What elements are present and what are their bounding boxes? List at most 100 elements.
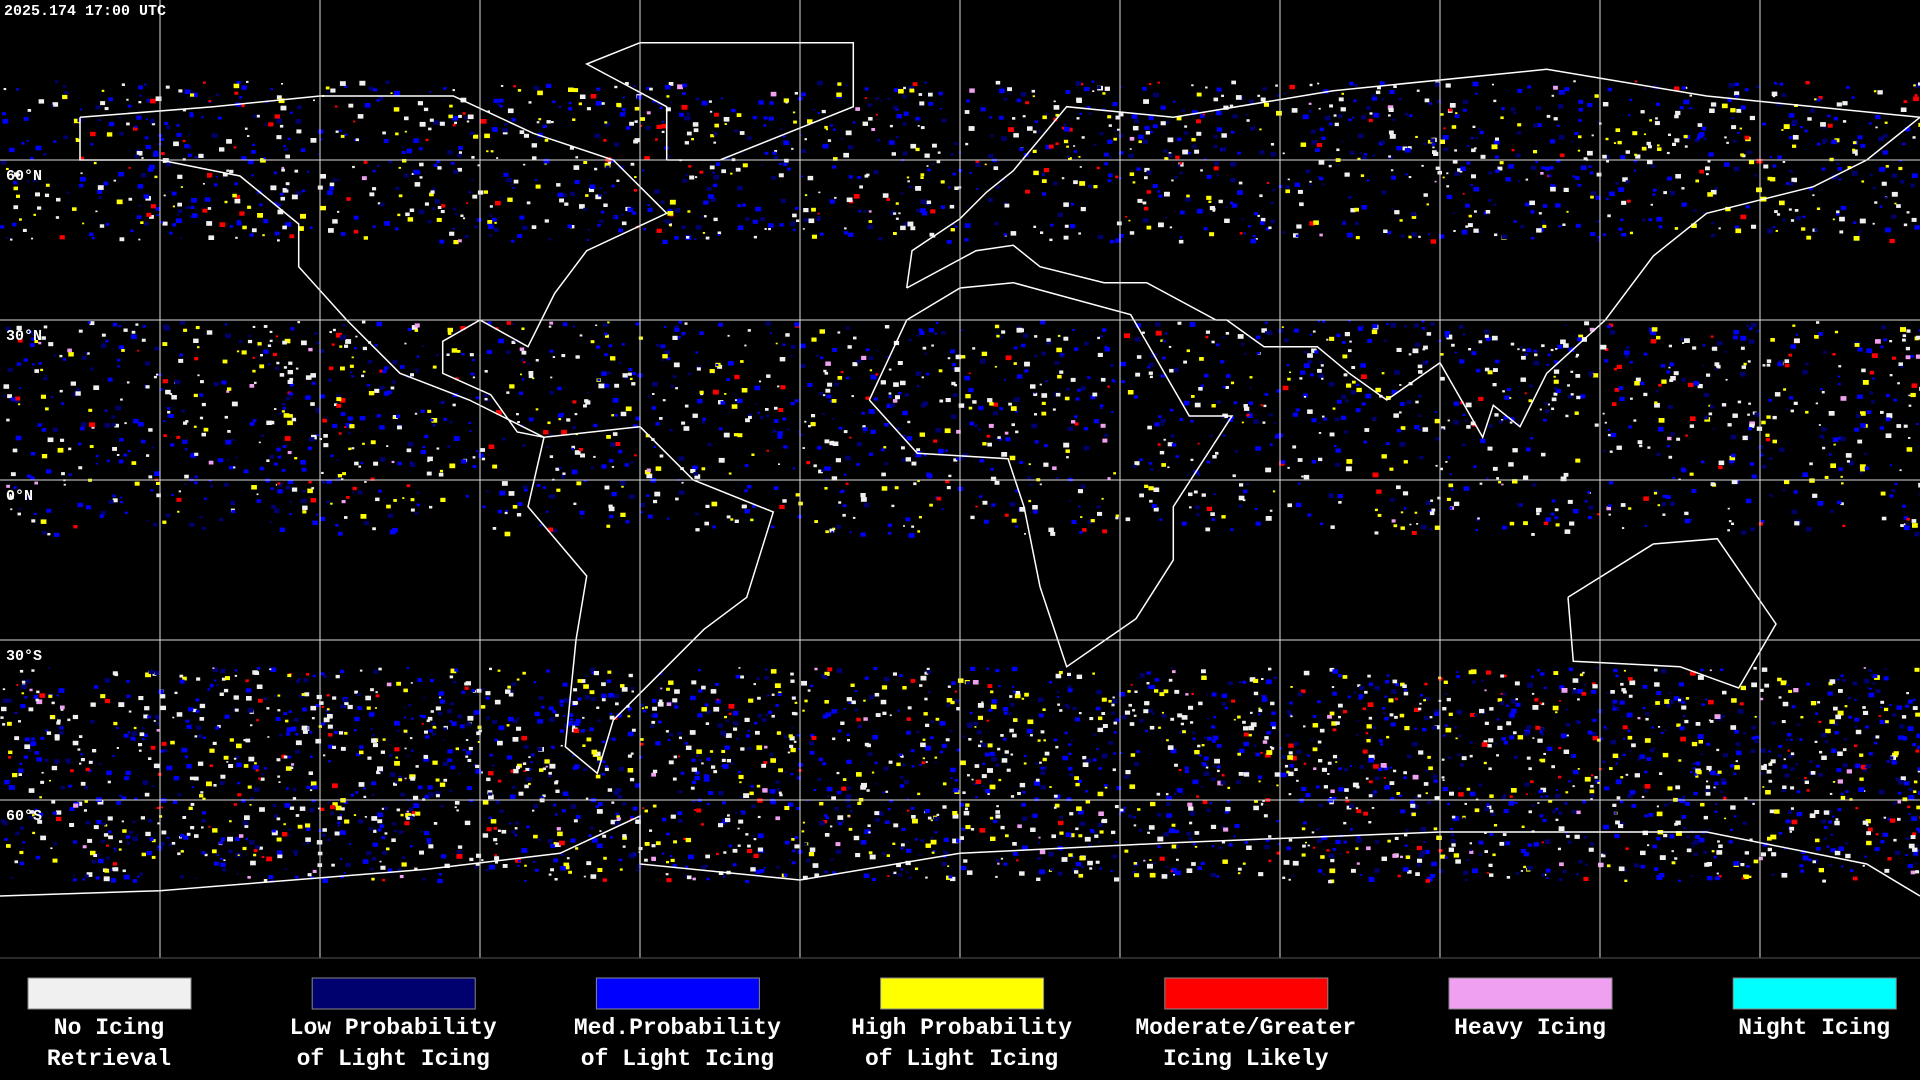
icing-pixel: [419, 714, 422, 717]
icing-pixel: [1806, 527, 1812, 532]
icing-pixel: [1650, 339, 1657, 344]
icing-pixel: [184, 474, 189, 479]
icing-pixel: [18, 403, 21, 406]
icing-pixel: [784, 771, 787, 773]
icing-pixel: [1827, 114, 1831, 118]
icing-pixel: [1358, 133, 1364, 139]
icing-pixel: [423, 107, 429, 112]
icing-pixel: [1212, 765, 1216, 768]
icing-pixel: [1681, 338, 1684, 341]
icing-pixel: [1918, 492, 1920, 496]
icing-pixel: [837, 331, 841, 334]
icing-pixel: [59, 354, 63, 358]
icing-pixel: [1355, 733, 1359, 736]
icing-pixel: [682, 83, 687, 88]
icing-pixel: [733, 721, 739, 726]
icing-pixel: [16, 362, 22, 366]
icing-pixel: [136, 115, 142, 120]
icing-pixel: [564, 865, 570, 870]
icing-pixel: [302, 729, 308, 734]
icing-pixel: [38, 99, 45, 104]
icing-pixel: [1514, 801, 1518, 805]
icing-pixel: [782, 161, 785, 164]
icing-pixel: [1788, 113, 1795, 118]
icing-pixel: [185, 205, 190, 210]
icing-pixel: [819, 232, 824, 236]
icing-pixel: [1170, 434, 1175, 438]
icing-pixel: [1424, 682, 1428, 686]
icing-pixel: [920, 208, 926, 213]
icing-pixel: [790, 402, 795, 406]
icing-pixel: [1039, 483, 1042, 486]
icing-pixel: [431, 418, 438, 423]
icing-pixel: [1414, 511, 1418, 514]
icing-pixel: [75, 388, 81, 392]
icing-pixel: [1439, 467, 1443, 471]
icing-pixel: [1183, 360, 1187, 364]
icing-pixel: [1320, 364, 1324, 367]
icing-pixel: [625, 406, 632, 412]
icing-pixel: [1158, 222, 1164, 228]
icing-pixel: [1099, 867, 1102, 870]
icing-pixel: [1042, 192, 1047, 196]
icing-pixel: [326, 479, 332, 484]
icing-pixel: [852, 121, 856, 124]
icing-pixel: [471, 178, 474, 181]
icing-pixel: [177, 174, 183, 179]
icing-pixel: [1213, 135, 1218, 139]
icing-pixel: [635, 416, 641, 421]
icing-pixel: [42, 531, 47, 535]
icing-pixel: [107, 816, 113, 821]
icing-pixel: [282, 225, 287, 230]
icing-pixel: [1695, 179, 1699, 183]
icing-pixel: [1769, 177, 1776, 182]
icing-pixel: [696, 749, 702, 754]
icing-pixel: [1282, 152, 1285, 155]
icing-pixel: [1727, 423, 1732, 427]
icing-pixel: [810, 733, 815, 738]
icing-pixel: [1385, 442, 1390, 445]
icing-pixel: [1255, 521, 1261, 526]
icing-pixel: [614, 85, 618, 89]
icing-pixel: [864, 97, 867, 99]
icing-pixel: [1465, 225, 1469, 228]
icing-pixel: [995, 332, 998, 335]
icing-pixel: [329, 182, 335, 187]
icing-pixel: [1194, 149, 1200, 154]
icing-pixel: [134, 154, 139, 159]
icing-pixel: [409, 462, 416, 468]
icing-pixel: [1275, 434, 1281, 439]
icing-pixel: [622, 110, 627, 114]
icing-pixel: [55, 216, 60, 219]
icing-pixel: [886, 403, 893, 409]
icing-pixel: [900, 843, 905, 847]
icing-pixel: [1772, 95, 1776, 98]
icing-pixel: [939, 107, 942, 110]
icing-pixel: [255, 769, 259, 772]
icing-pixel: [1779, 447, 1785, 452]
icing-pixel: [604, 122, 610, 127]
icing-pixel: [229, 225, 233, 228]
icing-pixel: [875, 113, 878, 116]
icing-pixel: [1368, 780, 1373, 784]
icing-pixel: [1846, 460, 1850, 463]
icing-pixel: [340, 134, 345, 138]
icing-pixel: [504, 531, 511, 537]
icing-pixel: [691, 758, 696, 762]
icing-pixel: [283, 366, 287, 369]
icing-pixel: [666, 95, 670, 98]
icing-pixel: [1601, 760, 1606, 764]
icing-pixel: [782, 499, 787, 503]
icing-pixel: [1153, 507, 1159, 512]
icing-pixel: [1735, 760, 1738, 763]
icing-pixel: [598, 194, 601, 197]
icing-pixel: [1403, 325, 1407, 328]
icing-pixel: [568, 102, 572, 105]
icing-pixel: [1558, 90, 1565, 95]
icing-pixel: [611, 492, 617, 497]
icing-pixel: [765, 321, 771, 326]
icing-pixel: [966, 99, 970, 103]
icing-pixel: [1745, 205, 1750, 209]
icing-pixel: [1910, 354, 1915, 358]
icing-pixel: [832, 128, 836, 131]
